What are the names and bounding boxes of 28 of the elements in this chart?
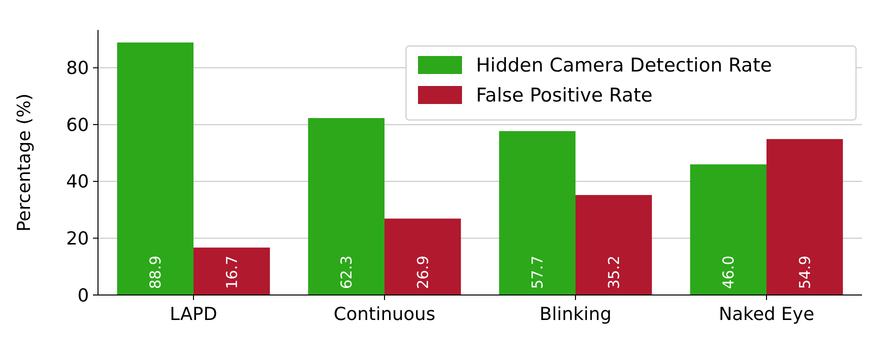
bar — [308, 118, 384, 295]
x-tick-label: LAPD — [170, 304, 218, 325]
bar — [690, 164, 766, 295]
data-label: 35.2 — [604, 256, 623, 289]
data-label: 57.7 — [528, 256, 547, 289]
bar — [384, 218, 461, 295]
y-tick-label: 40 — [66, 172, 89, 193]
data-label: 46.0 — [720, 256, 738, 289]
data-label: 54.9 — [796, 256, 814, 289]
data-label: 16.7 — [222, 256, 241, 289]
bar — [766, 139, 843, 295]
legend-label: False Positive Rate — [476, 84, 653, 107]
data-label: 88.9 — [146, 256, 165, 289]
x-tick-label: Blinking — [539, 304, 612, 325]
y-tick-label: 60 — [66, 114, 89, 136]
data-label: 26.9 — [414, 256, 432, 289]
y-tick-label: 0 — [78, 285, 89, 306]
legend-label: Hidden Camera Detection Rate — [476, 54, 772, 77]
bar — [499, 131, 576, 295]
y-tick-label: 80 — [66, 58, 89, 80]
data-label: 62.3 — [338, 256, 356, 289]
bar — [194, 248, 270, 295]
bar — [576, 195, 652, 295]
x-tick-label: Continuous — [334, 304, 436, 325]
y-axis-title: Percentage (%) — [14, 93, 35, 232]
y-tick-label: 20 — [66, 228, 89, 250]
bar — [117, 42, 194, 295]
x-tick-label: Naked Eye — [718, 304, 814, 325]
